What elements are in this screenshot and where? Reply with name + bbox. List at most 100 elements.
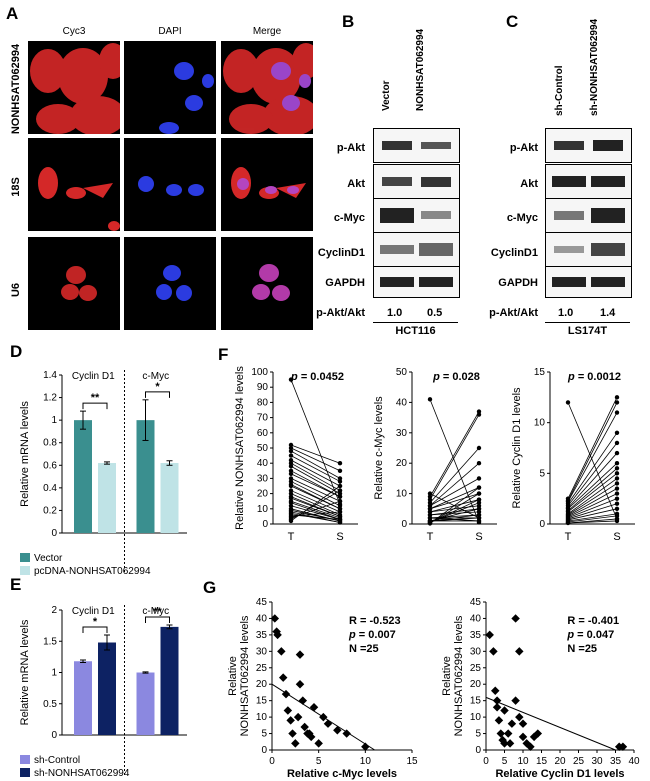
x-tick-label: T (565, 531, 572, 543)
point-s (476, 515, 482, 521)
y-tick-label: 5 (261, 729, 267, 740)
pair-line (429, 514, 480, 522)
point-t (288, 476, 294, 481)
y-axis-label-line1: Relative (441, 656, 453, 696)
ratio-value-sh-nonhsat: 1.4 (600, 307, 616, 319)
point-s (476, 509, 482, 515)
scatter-point (618, 742, 628, 751)
scatter-point (492, 696, 502, 705)
point-s (476, 445, 482, 451)
x-tick-label: 15 (536, 756, 548, 767)
blot-label-p-akt: p-Akt (336, 142, 365, 154)
legend-label: sh-Control (34, 755, 80, 766)
point-t (565, 400, 571, 405)
column-title-merge: Merge (252, 26, 282, 37)
blot-label-cyclind1: CyclinD1 (317, 247, 365, 259)
pair-line (290, 509, 341, 522)
scatter-point (342, 729, 351, 738)
point-s (476, 476, 482, 481)
pair-line (567, 493, 618, 518)
pair-line (429, 399, 480, 523)
pair-line (567, 432, 618, 504)
point-s (337, 476, 343, 481)
scatter-point (333, 726, 342, 735)
x-axis-label: Relative c-Myc levels (287, 768, 397, 780)
y-tick-label: 45 (470, 597, 482, 608)
x-tick-label: 15 (406, 756, 418, 767)
scatter-point (511, 614, 520, 623)
blot-label-gapdh-c: GAPDH (498, 277, 538, 289)
trend-line (485, 696, 616, 751)
point-s (476, 497, 482, 502)
pair-line (567, 452, 618, 509)
y-tick-label: 5 (539, 468, 545, 479)
point-t (288, 461, 294, 466)
point-t (427, 397, 433, 402)
pair-line (290, 505, 341, 520)
micrograph-dapi-nonhsat (124, 41, 216, 134)
stat-p: p = 0.007 (348, 629, 396, 641)
scatter-point (314, 739, 323, 748)
y-tick-label: 45 (256, 597, 268, 608)
x-tick-label: 0 (269, 756, 275, 767)
point-t (288, 453, 294, 458)
point-s (337, 509, 343, 515)
point-s (614, 513, 620, 519)
point-t (288, 377, 294, 382)
point-s (614, 481, 620, 486)
point-t (288, 491, 294, 496)
bar (160, 463, 179, 533)
point-s (614, 410, 620, 415)
scatter-point (500, 739, 509, 748)
point-s (614, 496, 620, 501)
pair-line (290, 497, 341, 517)
pair-line (290, 481, 341, 507)
scatter-point (515, 647, 524, 656)
y-tick-label: 1 (51, 415, 57, 426)
scatter-point (281, 689, 291, 699)
significance-mark: * (155, 381, 160, 393)
ratio-value-sh-control: 1.0 (558, 307, 574, 319)
pair-line (290, 485, 341, 522)
chart-f2-paired: 0 10 20 30 40 50 T S Relative c-Myc levels p = 0.… (373, 367, 497, 543)
point-s (614, 518, 620, 524)
scatter-point (286, 716, 295, 725)
y-tick-label: 30 (470, 646, 482, 657)
pair-line (567, 397, 618, 499)
group-label: c-Myc (142, 371, 169, 382)
group-label: c-Myc (142, 606, 169, 617)
point-s (476, 412, 482, 417)
scatter-point (507, 719, 517, 728)
blot-p-akt-c (545, 128, 632, 163)
x-tick-label: 35 (610, 756, 622, 767)
pair-line (290, 447, 341, 472)
scatter-point (273, 630, 282, 640)
chart-d-bar: 0 0.2 0.4 0.6 0.8 1 1.2 1.4 Relative mRNA levels… (19, 370, 187, 577)
row-label-nonhsat: NONHSAT062994 (10, 43, 22, 135)
pair-line (567, 473, 618, 513)
y-tick-label: 20 (257, 489, 269, 500)
y-tick-label: 0 (401, 519, 407, 530)
y-tick-label: 40 (257, 458, 269, 469)
significance-mark: ** (153, 606, 162, 618)
point-s (337, 488, 343, 493)
bar (136, 672, 155, 735)
pair-line (290, 490, 341, 513)
row-label-u6: U6 (10, 282, 22, 298)
scatter-point (283, 706, 293, 715)
pair-line (429, 499, 480, 523)
point-s (337, 520, 343, 525)
pair-line (567, 402, 618, 520)
y-tick-label: 80 (257, 397, 269, 408)
y-tick-label: 5 (475, 729, 481, 740)
point-t (288, 503, 294, 508)
y-tick-label: 50 (396, 367, 408, 378)
y-axis-label-line2: NONHSAT062994 levels (239, 615, 251, 736)
point-t (288, 471, 294, 477)
scatter-point (500, 706, 509, 715)
pair-line (290, 462, 341, 491)
ratio-value-vector: 1.0 (387, 307, 403, 319)
significance-bracket (82, 402, 108, 410)
significance-mark: ** (91, 392, 100, 404)
point-s (614, 501, 620, 506)
